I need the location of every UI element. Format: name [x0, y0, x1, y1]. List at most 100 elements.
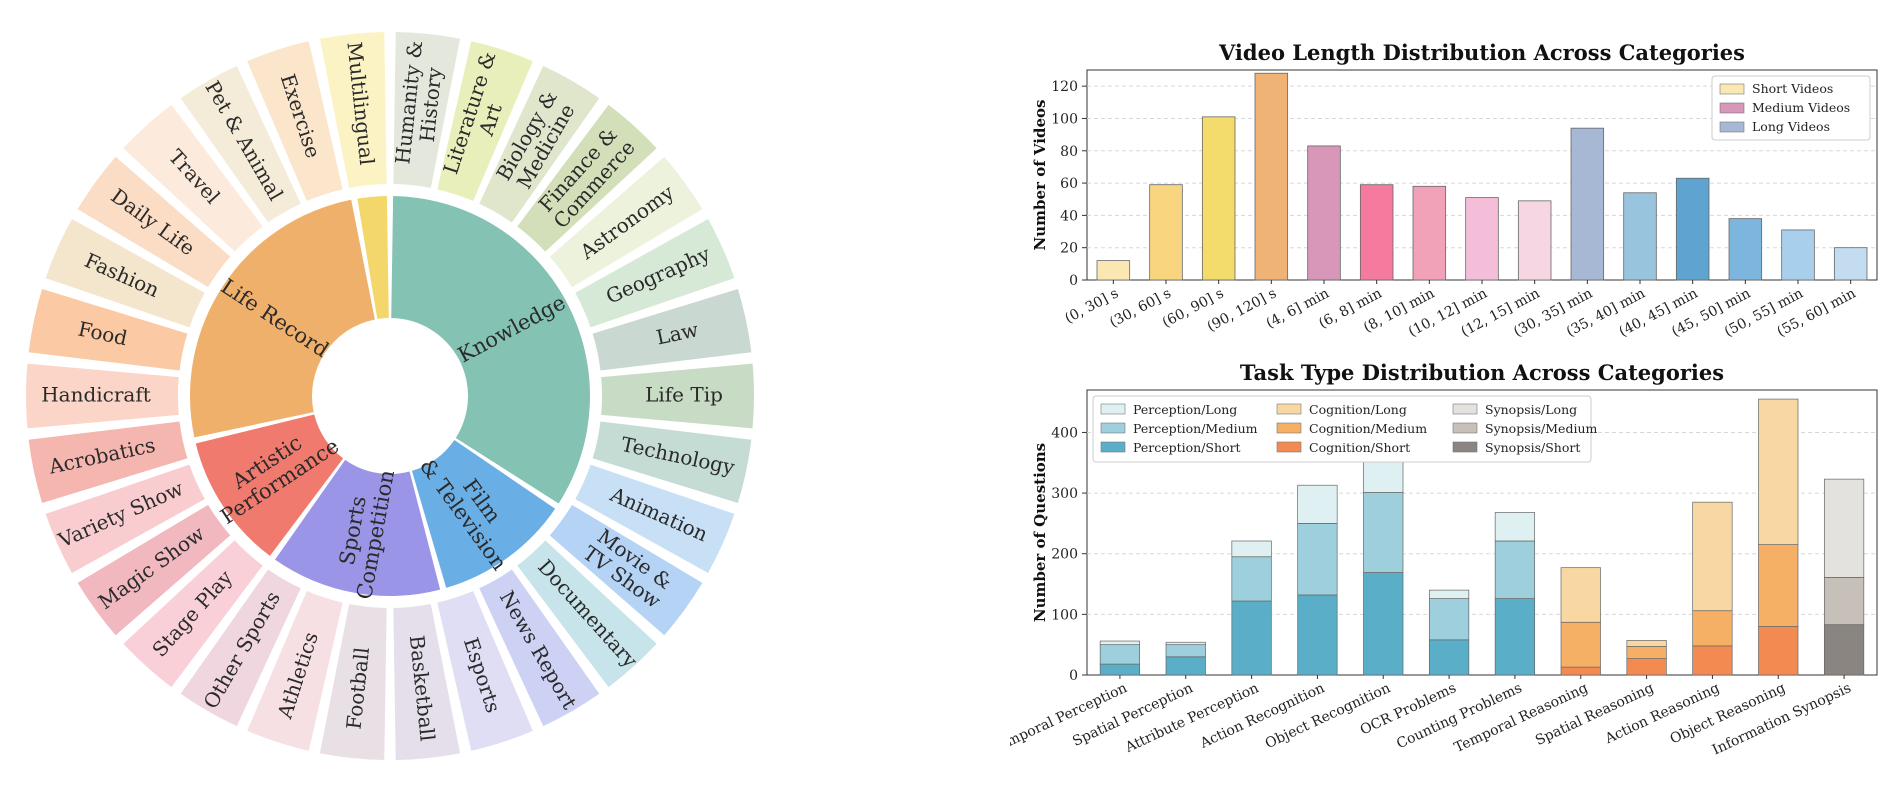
legend-swatch	[1719, 121, 1745, 133]
y-tick-label: 0	[1069, 273, 1078, 289]
inner-slice-artistic-performance	[195, 414, 344, 556]
y-axis-label: Number of Questions	[1031, 443, 1049, 622]
x-tick-label: Spatial Reasoning	[1533, 680, 1656, 749]
outer-slice-athletics	[247, 591, 343, 751]
outer-slice-law	[592, 288, 752, 371]
bar-55-60-min	[1833, 247, 1868, 281]
y-tick-label: 300	[1051, 486, 1078, 502]
outer-slice-astronomy	[549, 156, 703, 288]
outer-slice-life-tip	[601, 363, 755, 429]
legend-swatch	[1276, 441, 1302, 453]
legend-label: Perception/Long	[1133, 402, 1237, 417]
plot-frame	[1086, 389, 1878, 676]
bar-30-35-min	[1570, 127, 1605, 281]
bar-counting-problems-long	[1494, 512, 1536, 542]
bar-temporal-perception-long	[1099, 640, 1141, 646]
bar-object-reasoning-medium	[1758, 544, 1799, 627]
legend-swatch	[1100, 422, 1126, 434]
bar-ocr-problems-medium	[1428, 598, 1470, 641]
y-axis-label: Number of Videos	[1031, 100, 1049, 251]
legend-label: Synopsis/Medium	[1485, 421, 1597, 436]
legend-label: Cognition/Short	[1309, 440, 1410, 455]
legend-swatch	[1452, 422, 1478, 434]
outer-slice-stage-play	[123, 540, 263, 688]
bar-object-recognition-medium	[1363, 492, 1404, 573]
outer-slice-variety-show	[45, 464, 205, 574]
bar-ocr-problems-short	[1428, 639, 1470, 676]
bar-30-60-s	[1149, 184, 1183, 281]
bar-information-synopsis-long	[1823, 478, 1865, 578]
y-tick-label: 200	[1051, 547, 1078, 563]
legend-swatch	[1452, 403, 1478, 415]
y-tick-label: 400	[1051, 425, 1078, 441]
legend-label: Perception/Medium	[1133, 421, 1258, 436]
bar-spatial-perception-short	[1165, 656, 1206, 676]
bar-action-recognition-medium	[1297, 523, 1338, 596]
bar-object-recognition-short	[1363, 572, 1404, 676]
inner-slice-film-television	[411, 439, 556, 588]
bar-10-12-min	[1465, 197, 1499, 281]
legend-label: Perception/Short	[1133, 440, 1241, 455]
legend-swatch	[1276, 403, 1302, 415]
y-tick-label: 100	[1051, 111, 1078, 127]
bar-object-reasoning-long	[1758, 398, 1799, 545]
y-tick-label: 120	[1051, 79, 1078, 95]
bar-90-120-s	[1254, 72, 1289, 281]
bar-6-8-min	[1359, 184, 1394, 281]
bar-information-synopsis-medium	[1823, 577, 1865, 626]
chart-title: Video Length Distribution Across Categor…	[1218, 40, 1745, 65]
outer-slice-pet-animal	[180, 65, 301, 223]
legend-swatch	[1719, 83, 1745, 95]
outer-slice-esports	[437, 591, 533, 751]
bar-temporal-perception-short	[1099, 663, 1141, 676]
y-tick-label: 0	[1069, 668, 1078, 684]
bar-action-recognition-long	[1297, 484, 1338, 524]
bar-information-synopsis-short	[1823, 624, 1865, 676]
inner-slice-sports-competition	[274, 459, 441, 597]
bar-action-reasoning-long	[1692, 501, 1733, 612]
bar-spatial-perception-medium	[1165, 644, 1206, 658]
y-tick-label: 100	[1051, 607, 1078, 623]
bar-60-90-s	[1201, 116, 1236, 281]
bar-50-55-min	[1781, 229, 1815, 281]
outer-slice-humanity-history	[393, 32, 461, 188]
bar-temporal-reasoning-long	[1560, 567, 1601, 623]
outer-slice-documentary	[517, 540, 657, 688]
outer-slice-acrobatics	[28, 421, 188, 504]
bar-spatial-reasoning-short	[1626, 658, 1667, 676]
outer-label-handicraft: Handicraft	[41, 383, 151, 407]
outer-slice-news-report	[479, 569, 600, 727]
outer-slice-multilingual	[319, 32, 387, 188]
bar-action-reasoning-short	[1692, 645, 1733, 676]
legend-label: Cognition/Long	[1309, 402, 1407, 417]
outer-slice-basketball	[393, 604, 461, 760]
legend-box	[1711, 75, 1871, 141]
legend-label: Synopsis/Short	[1485, 440, 1580, 455]
bar-action-recognition-short	[1297, 594, 1338, 676]
bar-action-reasoning-medium	[1692, 610, 1733, 647]
outer-slice-football	[319, 604, 387, 760]
legend-label: Cognition/Medium	[1309, 421, 1427, 436]
bar-12-15-min	[1517, 200, 1552, 281]
bar-temporal-perception-medium	[1099, 644, 1141, 665]
bar-45-50-min	[1728, 218, 1763, 281]
y-tick-label: 20	[1060, 241, 1078, 257]
bar-counting-problems-short	[1494, 598, 1536, 676]
legend-swatch	[1100, 403, 1126, 415]
bar-attribute-perception-short	[1231, 600, 1272, 676]
outer-slice-biology-medicine	[479, 65, 600, 223]
legend-swatch	[1100, 441, 1126, 453]
bar-attribute-perception-long	[1231, 540, 1272, 558]
y-tick-label: 40	[1060, 208, 1078, 224]
legend-swatch	[1452, 441, 1478, 453]
video-length-chart: 0 20 40 60 80 100 120 Video Length Distribution…	[1031, 40, 1878, 340]
y-tick-label: 60	[1060, 176, 1078, 192]
outer-slice-daily-life	[77, 156, 231, 288]
outer-slice-magic-show	[77, 504, 231, 636]
legend-swatch	[1719, 102, 1745, 114]
outer-label-life-tip: Life Tip	[645, 383, 723, 407]
outer-slice-handicraft	[25, 363, 179, 429]
outer-slice-exercise	[247, 41, 343, 201]
outer-slice-geography	[575, 218, 735, 328]
